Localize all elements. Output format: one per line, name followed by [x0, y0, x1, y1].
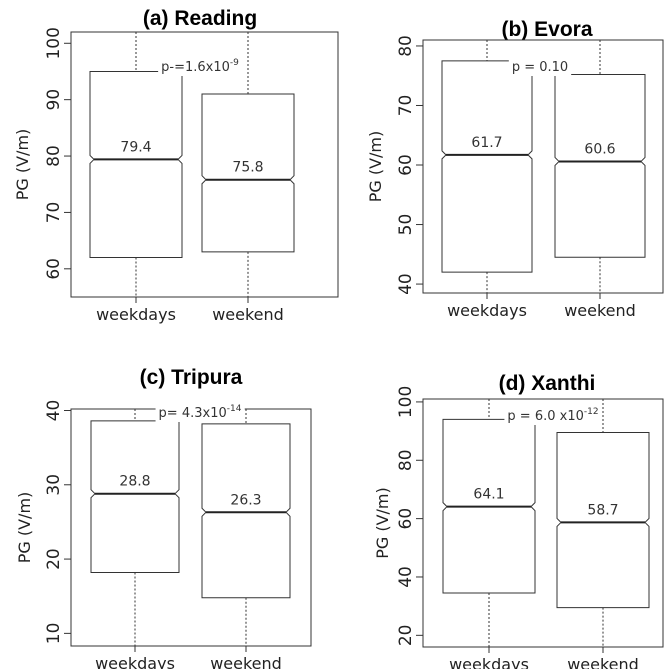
y-tick-label: 50 [396, 214, 416, 236]
y-tick-label: 80 [396, 449, 416, 471]
x-category-label: weekend [564, 301, 636, 320]
box [554, 74, 646, 258]
y-tick-label: 40 [44, 400, 64, 422]
y-axis-label: PG (V/m) [366, 131, 385, 203]
p-value-base: p-=1.6x10 [161, 60, 230, 75]
median-label: 75.8 [232, 160, 263, 176]
box [441, 60, 533, 273]
y-axis-label: PG (V/m) [373, 487, 392, 559]
panel-title: (d) Xanthi [499, 372, 596, 395]
p-value-label: p = 6.0 x10-12 [507, 407, 598, 424]
y-tick-label: 40 [396, 566, 416, 588]
y-tick-label: 60 [396, 508, 416, 530]
y-axis-label: PG (V/m) [15, 492, 34, 564]
panel-title: (a) Reading [143, 7, 257, 30]
y-tick-label: 80 [44, 145, 64, 167]
median-label: 79.4 [120, 139, 151, 155]
x-category-label: weekend [567, 655, 639, 669]
p-value-background [158, 57, 243, 76]
box [201, 93, 295, 253]
x-category-label: weekend [210, 654, 282, 669]
y-tick-label: 60 [44, 258, 64, 280]
y-tick-label: 60 [396, 154, 416, 176]
p-value-background [508, 59, 572, 76]
y-tick-label: 20 [44, 548, 64, 570]
median-label: 64.1 [473, 487, 504, 503]
plot-frame [422, 39, 664, 294]
panel-2: (b) Evora PG (V/m) 40 50 60 70 80 61.7 weekdays 6… [366, 18, 664, 320]
median-label: 26.3 [230, 492, 261, 508]
y-axis-label: PG (V/m) [13, 129, 32, 201]
p-value-exponent: -9 [230, 58, 239, 68]
box [89, 70, 183, 259]
median-label: 58.7 [587, 502, 618, 518]
p-value-label: p = 0.10 [512, 60, 568, 75]
box [201, 423, 291, 599]
panel-1: (a) Reading PG (V/m) 60 70 80 90 100 79.4 weekda… [13, 7, 339, 324]
p-value-base: p = 6.0 x10 [507, 409, 583, 424]
p-value-background [155, 403, 245, 422]
x-category-label: weekdays [96, 305, 176, 324]
p-value-base: p = 0.10 [512, 60, 568, 75]
p-value-base: p= 4.3x10 [159, 406, 227, 421]
y-tick-label: 100 [396, 386, 416, 418]
p-value-background [504, 406, 602, 425]
plot-frame [70, 31, 339, 298]
median-label: 60.6 [584, 141, 615, 157]
x-category-label: weekdays [95, 654, 175, 669]
y-tick-label: 100 [44, 27, 64, 59]
plot-frame [422, 398, 664, 648]
x-category-label: weekdays [447, 301, 527, 320]
y-tick-label: 30 [44, 474, 64, 496]
median-label: 28.8 [119, 474, 150, 490]
box [556, 432, 650, 609]
y-tick-label: 20 [396, 625, 416, 647]
p-value-exponent: -12 [584, 407, 599, 417]
y-tick-label: 90 [44, 89, 64, 111]
median-label: 61.7 [471, 135, 502, 151]
p-value-label: p= 4.3x10-14 [159, 404, 242, 421]
panel-title: (b) Evora [501, 18, 592, 41]
y-tick-label: 70 [396, 95, 416, 117]
p-value-label: p-=1.6x10-9 [161, 58, 239, 75]
y-tick-label: 70 [44, 202, 64, 224]
panel-4: (d) Xanthi PG (V/m) 20 40 60 80 100 64.1 weekday… [373, 372, 664, 669]
p-value-exponent: -14 [227, 404, 242, 414]
box [90, 420, 180, 573]
panel-3: (c) Tripura PG (V/m) 10 20 30 40 28.8 weekdays 2… [15, 366, 312, 669]
y-tick-label: 80 [396, 35, 416, 57]
x-category-label: weekdays [449, 655, 529, 669]
y-tick-label: 10 [44, 623, 64, 645]
x-category-label: weekend [212, 305, 284, 324]
y-tick-label: 40 [396, 273, 416, 295]
panel-title: (c) Tripura [140, 366, 243, 389]
